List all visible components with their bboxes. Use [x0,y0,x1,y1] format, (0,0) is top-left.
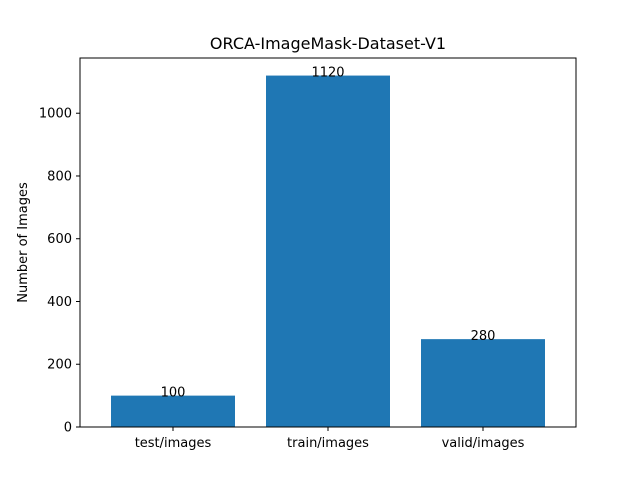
x-axis-ticks: test/images train/images valid/images [135,427,525,451]
y-tick-label: 200 [47,358,72,373]
bars-group [111,75,545,428]
y-axis-label: Number of Images [16,182,31,303]
data-label: 100 [161,386,186,401]
y-tick-label: 400 [47,295,72,310]
x-tick-label: train/images [287,436,369,451]
y-tick-label: 1000 [39,107,72,122]
data-label: 1120 [311,66,344,81]
y-tick-label: 0 [64,421,72,436]
bar-test-images [111,395,235,427]
data-label: 280 [471,329,496,344]
bar-valid-images [421,339,545,427]
bar-train-images [266,75,390,428]
chart-title: ORCA-ImageMask-Dataset-V1 [210,34,446,53]
data-labels-group: 100 1120 280 [161,66,496,401]
x-tick-label: valid/images [442,436,525,451]
x-tick-label: test/images [135,436,212,451]
y-axis-ticks: 0 200 400 600 800 1000 [39,107,80,436]
y-tick-label: 600 [47,232,72,247]
y-tick-label: 800 [47,169,72,184]
